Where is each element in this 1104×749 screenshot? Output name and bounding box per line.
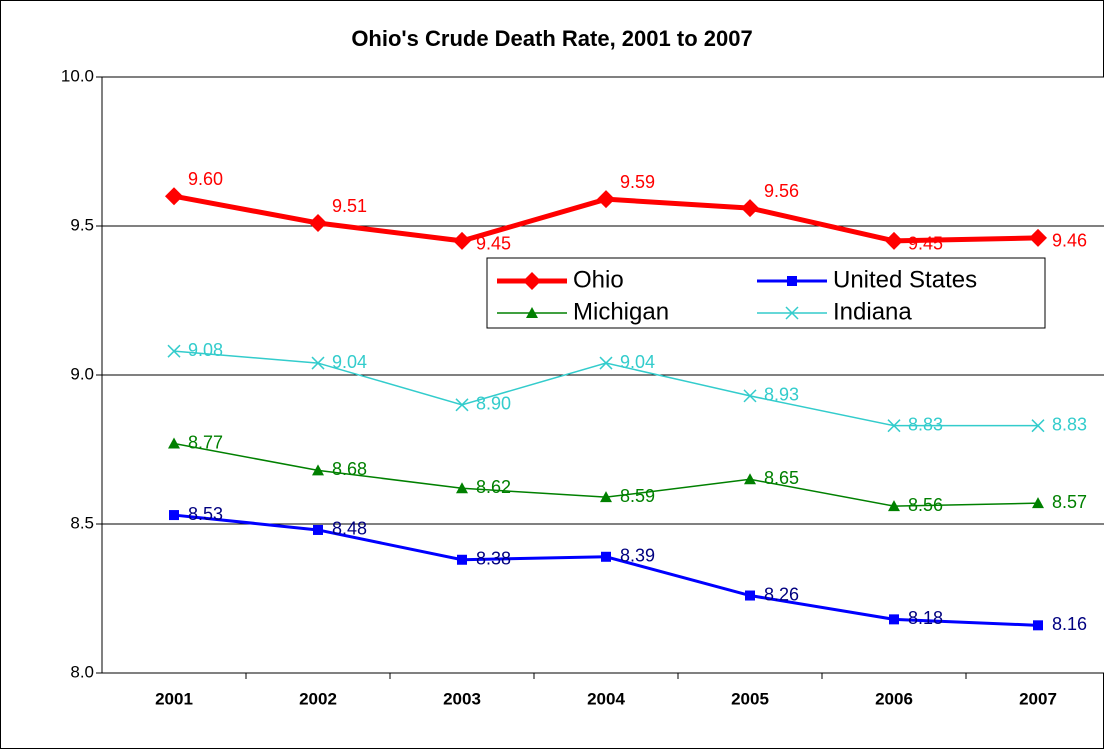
data-point: [169, 510, 179, 521]
legend: Ohio United States Michigan Indiana: [486, 257, 1046, 329]
data-point: [168, 437, 180, 449]
x-tick-label: 2002: [299, 689, 337, 708]
x-tick-label: 2005: [731, 689, 769, 708]
data-label: 8.59: [620, 486, 655, 506]
legend-label: Michigan: [573, 298, 669, 325]
data-label: 8.93: [764, 385, 799, 405]
data-label: 8.68: [332, 459, 367, 479]
data-label: 8.39: [620, 546, 655, 566]
x-tick-label: 2004: [587, 689, 625, 708]
data-label: 8.26: [764, 584, 799, 604]
data-label: 8.90: [476, 394, 511, 414]
chart-title: Ohio's Crude Death Rate, 2001 to 2007: [351, 26, 752, 51]
data-label: 8.83: [1052, 414, 1087, 434]
y-tick-label: 9.0: [70, 364, 94, 383]
data-point: [885, 231, 903, 250]
data-point: [1031, 419, 1045, 433]
data-point: [453, 231, 471, 250]
data-point: [455, 398, 469, 412]
data-point: [456, 482, 468, 494]
legend-label: United States: [833, 266, 977, 293]
data-label: 8.65: [764, 468, 799, 488]
data-point: [744, 473, 756, 485]
data-point: [599, 356, 613, 370]
data-point: [597, 190, 615, 209]
data-label: 8.56: [908, 495, 943, 515]
x-tick-label: 2001: [155, 689, 193, 708]
data-label: 8.83: [908, 414, 943, 434]
data-label: 9.45: [908, 234, 943, 254]
data-point: [1033, 620, 1043, 631]
data-label: 9.60: [188, 169, 223, 189]
data-label: 8.77: [188, 432, 223, 452]
data-point: [743, 389, 757, 403]
data-label: 9.08: [188, 340, 223, 360]
data-point: [745, 590, 755, 601]
legend-marker: [526, 307, 538, 318]
data-label: 9.59: [620, 172, 655, 192]
y-tick-label: 8.0: [70, 662, 94, 681]
data-label: 9.45: [476, 234, 511, 254]
data-point: [889, 614, 899, 625]
data-label: 9.51: [332, 196, 367, 216]
data-point: [887, 419, 901, 433]
data-label: 8.62: [476, 477, 511, 497]
data-point: [1029, 228, 1047, 247]
data-label: 8.57: [1052, 492, 1087, 512]
data-label: 8.18: [908, 608, 943, 628]
data-point: [741, 199, 759, 218]
data-point: [601, 551, 611, 562]
data-label: 8.16: [1052, 614, 1087, 634]
data-label: 9.04: [620, 352, 655, 372]
y-tick-label: 8.5: [70, 513, 94, 532]
data-label: 9.56: [764, 181, 799, 201]
data-label: 9.04: [332, 352, 367, 372]
y-tick-label: 9.5: [70, 215, 94, 234]
data-point: [313, 524, 323, 535]
data-point: [457, 554, 467, 565]
legend-box: [486, 257, 1046, 329]
x-tick-label: 2003: [443, 689, 481, 708]
data-point: [309, 214, 327, 233]
data-point: [165, 187, 183, 206]
legend-label: Ohio: [573, 266, 624, 293]
data-point: [311, 356, 325, 370]
data-point: [312, 464, 324, 476]
data-point: [167, 344, 181, 358]
legend-marker: [523, 272, 541, 290]
legend-marker: [785, 306, 799, 320]
data-point: [1032, 497, 1044, 509]
legend-label: Indiana: [833, 298, 912, 325]
data-label: 8.48: [332, 519, 367, 539]
data-point: [600, 491, 612, 503]
data-point: [888, 500, 900, 512]
data-label: 9.46: [1052, 231, 1087, 251]
data-label: 8.38: [476, 549, 511, 569]
y-tick-label: 10.0: [61, 66, 94, 85]
data-label: 8.53: [188, 504, 223, 524]
legend-marker: [787, 276, 797, 286]
x-tick-label: 2006: [875, 689, 913, 708]
x-tick-label: 2007: [1019, 689, 1057, 708]
